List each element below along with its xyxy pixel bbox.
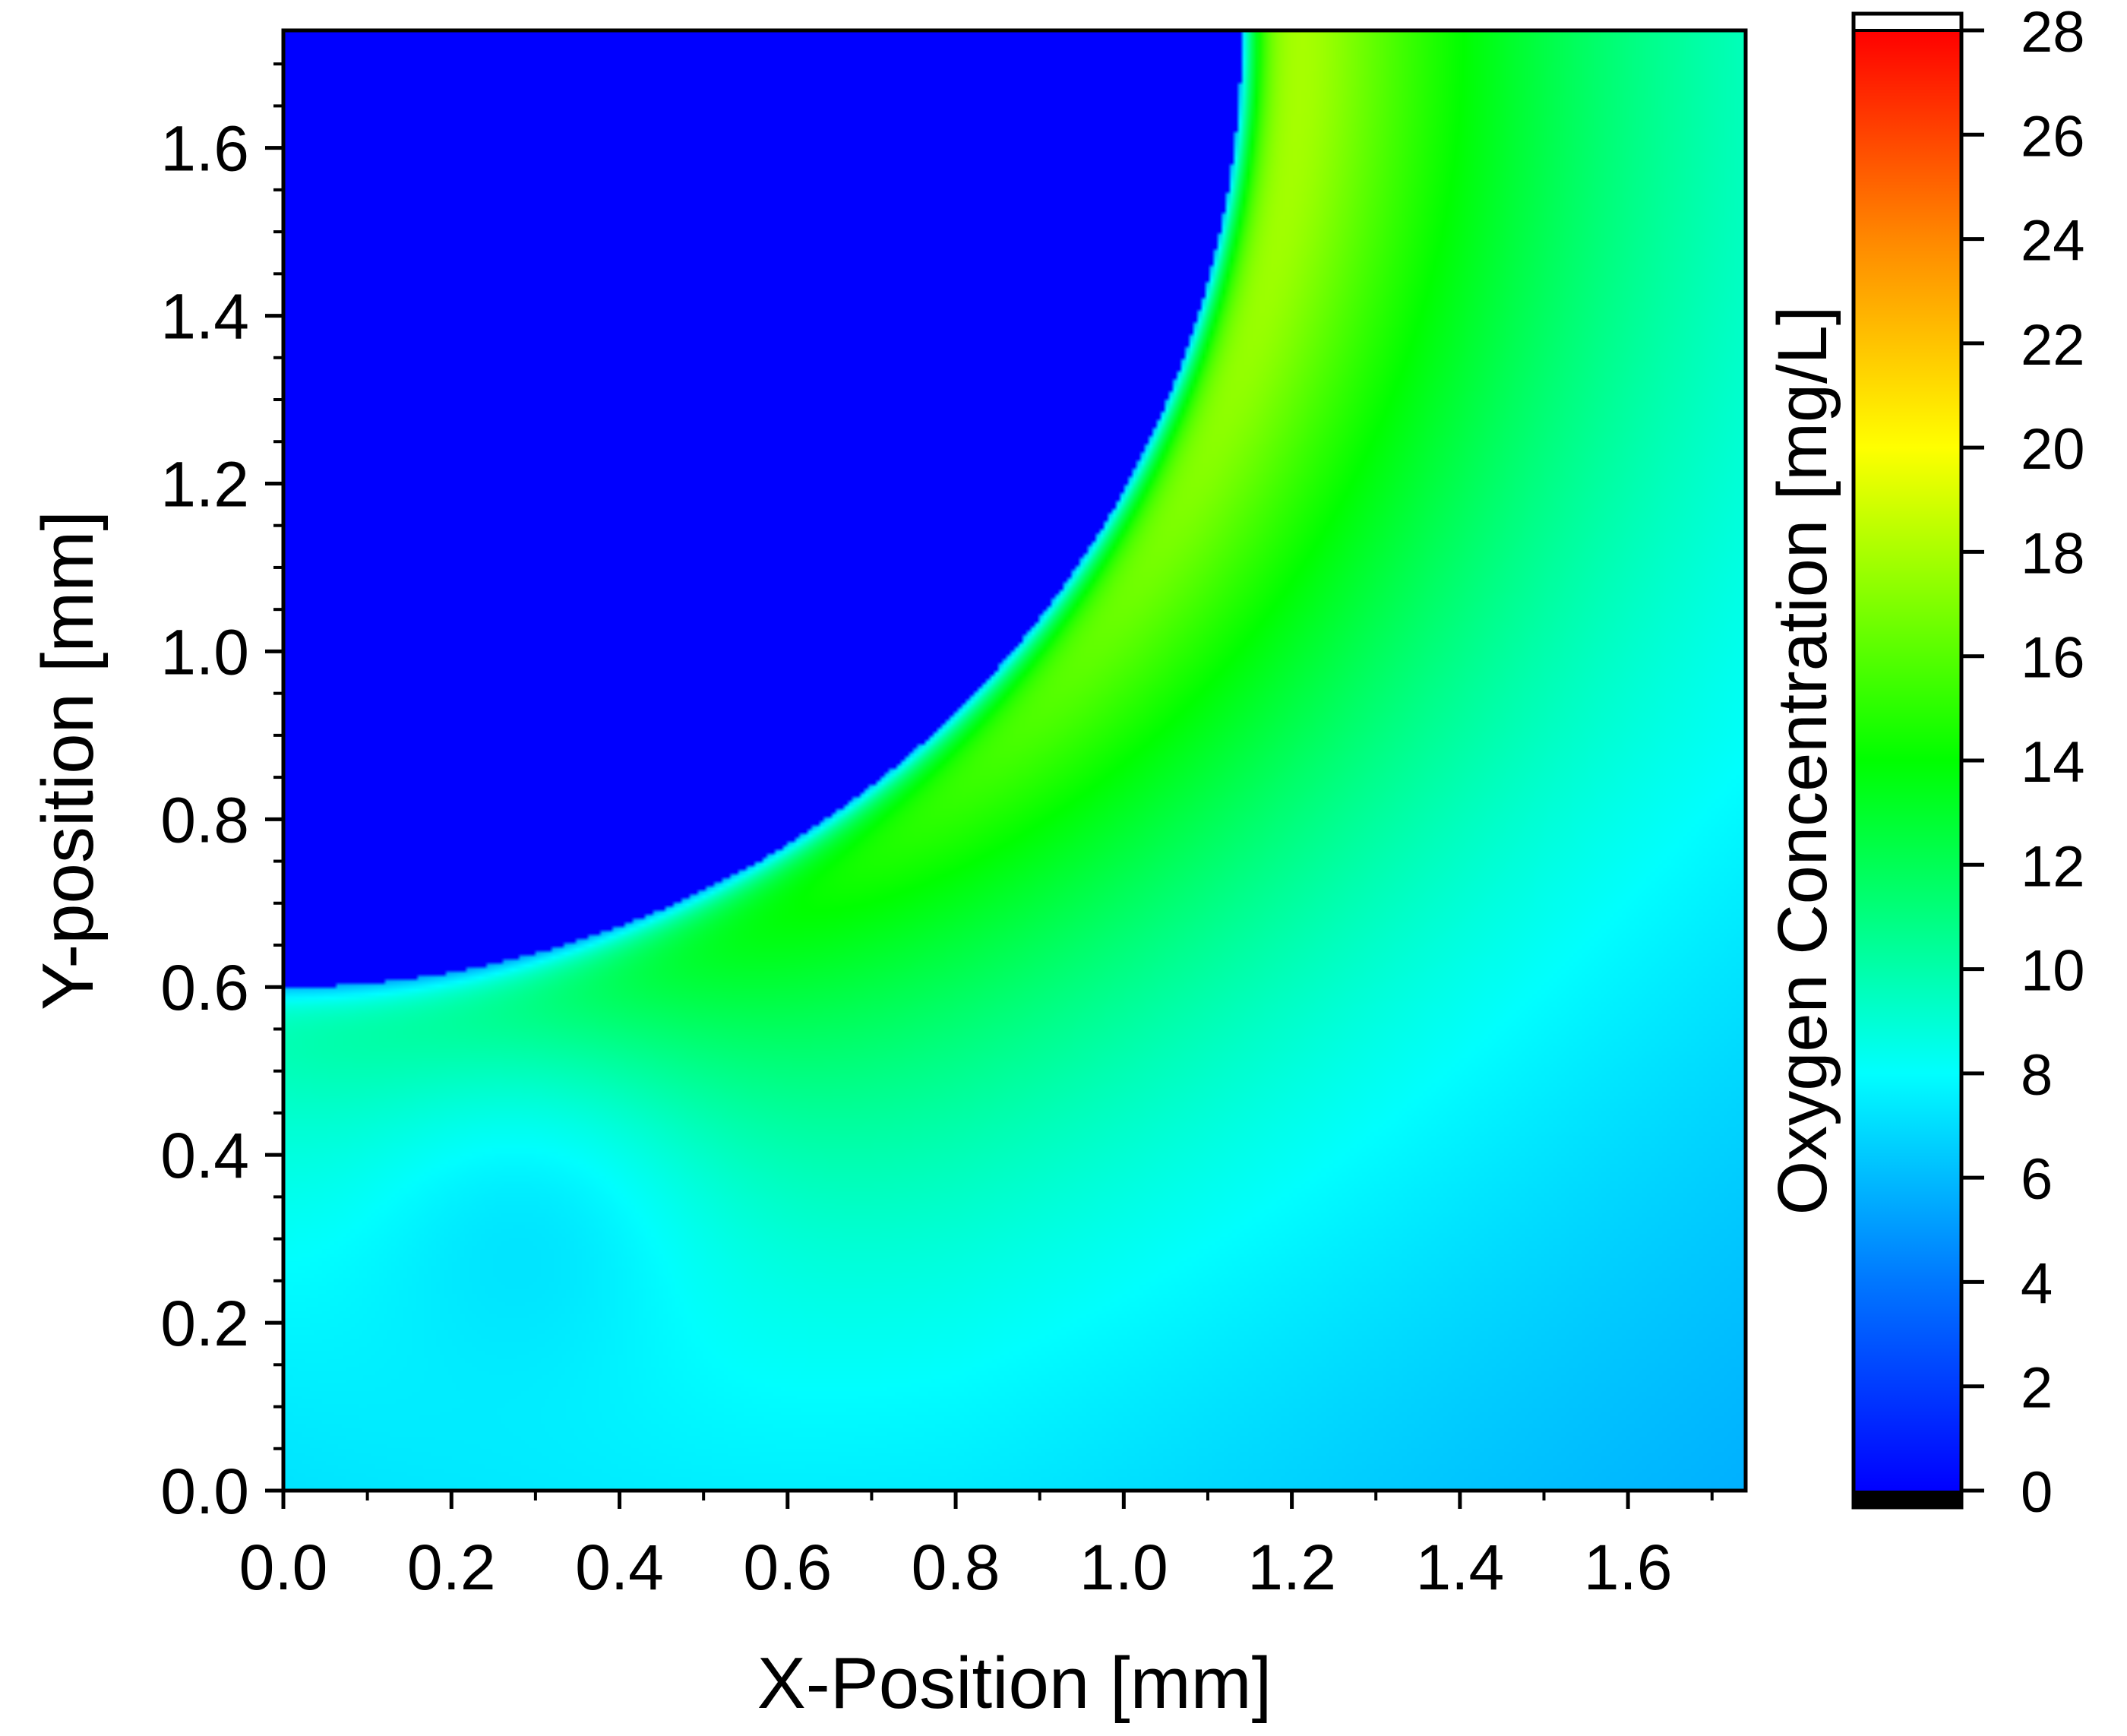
y-tick-label: 0.4	[160, 1120, 249, 1191]
x-tick-label: 1.0	[1079, 1532, 1168, 1603]
x-tick-label: 1.6	[1584, 1532, 1673, 1603]
plot-frame	[281, 28, 1748, 1493]
y-tick-label: 0.8	[160, 784, 249, 855]
colorbar-under-cap	[1854, 1491, 1961, 1507]
colorbar-tick-label: 24	[2021, 209, 2085, 274]
y-tick-label: 1.4	[160, 281, 249, 353]
colorbar-tick-label: 20	[2021, 417, 2085, 482]
x-tick-label: 1.2	[1247, 1532, 1336, 1603]
colorbar-tick-label: 2	[2021, 1356, 2053, 1421]
colorbar-tick-label: 18	[2021, 521, 2085, 586]
colorbar-tick-label: 26	[2021, 104, 2085, 169]
x-axis-title: X-Position [mm]	[757, 1643, 1272, 1724]
colorbar-tick-label: 0	[2021, 1460, 2053, 1525]
y-tick-label: 0.2	[160, 1288, 249, 1359]
y-tick-label: 0.0	[160, 1456, 249, 1527]
colorbar-gradient	[1854, 30, 1961, 1491]
x-tick-label: 1.4	[1415, 1532, 1504, 1603]
heatmap-image	[283, 30, 1746, 1491]
colorbar-tick-label: 28	[2021, 0, 2085, 65]
x-tick-label: 0.4	[575, 1532, 664, 1603]
colorbar-tick-label: 4	[2021, 1251, 2053, 1316]
x-tick-label: 0.0	[239, 1532, 328, 1603]
x-tick-label: 0.8	[912, 1532, 1000, 1603]
colorbar-tick-label: 14	[2021, 730, 2085, 795]
colorbar-tick-label: 16	[2021, 626, 2085, 691]
colorbar-tick-label: 8	[2021, 1043, 2053, 1108]
y-tick-label: 0.6	[160, 952, 249, 1023]
colorbar-tick-label: 6	[2021, 1147, 2053, 1212]
x-axis: 0.0 0.2 0.4 0.6 0.8 1.0 1.2 1.4 1.6	[239, 1491, 1714, 1603]
heatmap	[283, 30, 1746, 1491]
y-tick-label: 1.0	[160, 616, 249, 688]
y-axis: 0.0 0.2 0.4 0.6 0.8 1.0 1.2 1.4 1.6	[160, 62, 283, 1527]
colorbar-title: Oxygen Concentration [mg/L]	[1764, 306, 1841, 1216]
colorbar-tick-label: 22	[2021, 313, 2085, 378]
x-tick-label: 0.6	[743, 1532, 832, 1603]
colorbar-tick-label: 10	[2021, 939, 2085, 1004]
colorbar-tick-label: 12	[2021, 834, 2085, 899]
x-tick-label: 0.2	[407, 1532, 496, 1603]
colorbar-over-cap	[1852, 12, 1963, 32]
y-tick-label: 1.6	[160, 113, 249, 185]
y-axis-title: Y-position [mm]	[27, 511, 109, 1010]
y-tick-label: 1.2	[160, 448, 249, 520]
